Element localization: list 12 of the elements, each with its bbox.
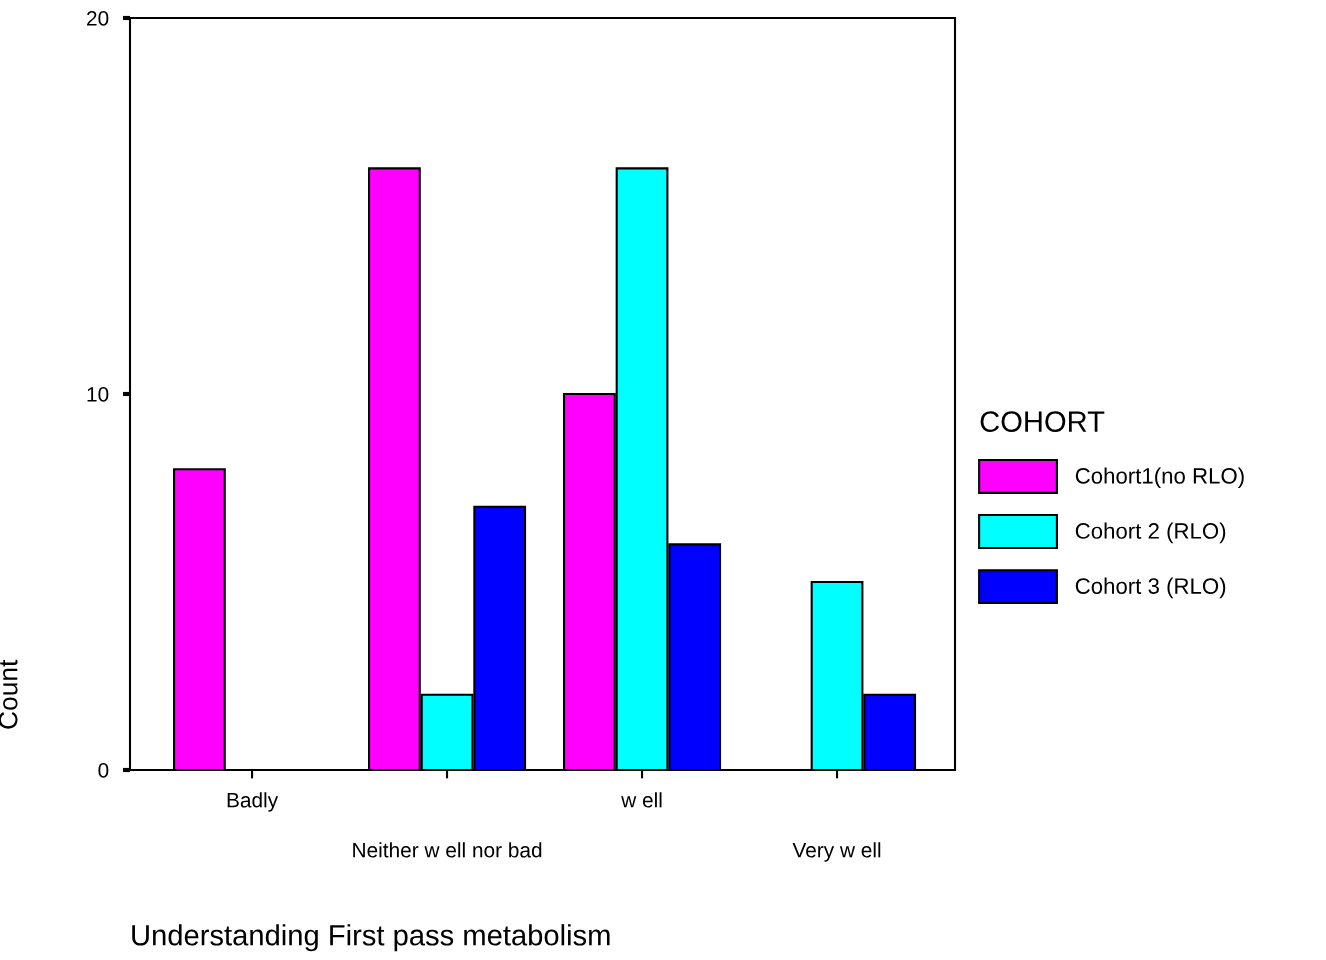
x-tick-label: Badly — [227, 792, 279, 812]
legend-label: Cohort 3 (RLO) — [1075, 577, 1226, 599]
x-tick-label: Neither w ell nor bad — [353, 842, 542, 858]
x-axis-title: Understanding First pass metabolism — [132, 924, 610, 952]
y-tick-label: 10 — [87, 387, 109, 402]
x-tick-label: w ell — [621, 792, 662, 808]
y-tick-label: 20 — [87, 11, 109, 26]
legend-label: Cohort 2 (RLO) — [1075, 522, 1226, 544]
x-tick-label: Very w ell — [792, 842, 881, 862]
y-tick-label: 0 — [98, 763, 109, 778]
legend-label: Cohort1(no RLO) — [1075, 467, 1244, 489]
legend-title: COHORT — [980, 411, 1105, 432]
